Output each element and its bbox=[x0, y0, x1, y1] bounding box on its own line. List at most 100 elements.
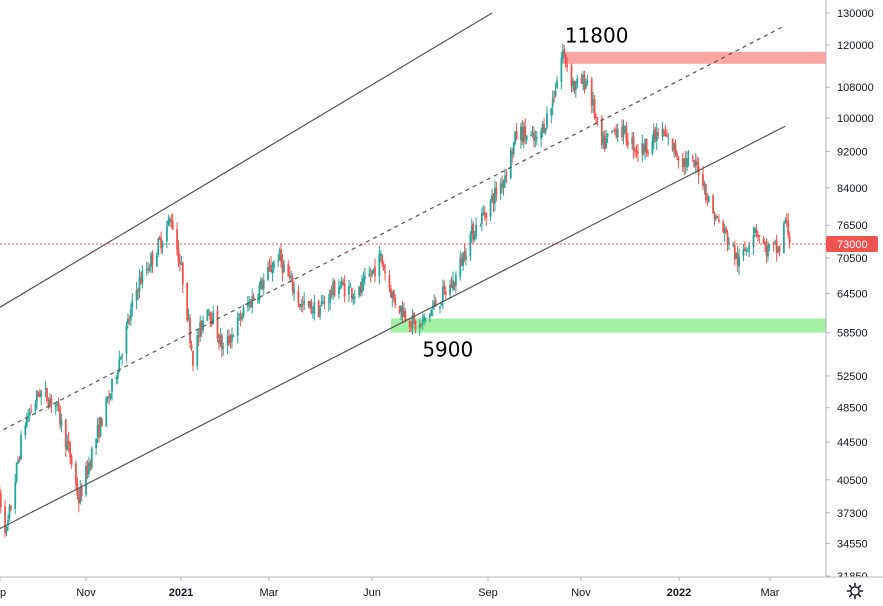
candle bbox=[229, 334, 232, 349]
candle bbox=[512, 142, 515, 158]
candle bbox=[511, 148, 514, 164]
candle bbox=[47, 397, 50, 410]
candle bbox=[733, 240, 736, 266]
candle bbox=[210, 311, 213, 327]
x-tick-label: Mar bbox=[761, 587, 780, 599]
candle bbox=[635, 144, 638, 158]
candle bbox=[166, 220, 168, 249]
candle bbox=[573, 80, 576, 95]
candle bbox=[131, 293, 134, 317]
y-tick-label: 40500 bbox=[837, 475, 868, 487]
candle bbox=[291, 273, 294, 296]
candle bbox=[329, 288, 332, 310]
candle bbox=[631, 131, 634, 150]
candle bbox=[694, 153, 697, 174]
candle bbox=[96, 417, 99, 444]
candle bbox=[492, 192, 495, 213]
candle bbox=[514, 130, 517, 146]
resistance-zone bbox=[562, 51, 826, 64]
candle bbox=[713, 211, 716, 226]
candle bbox=[674, 139, 677, 158]
candle bbox=[249, 298, 252, 308]
high-annotation-label: 11800 bbox=[565, 24, 629, 48]
candle bbox=[683, 158, 686, 175]
candle bbox=[333, 279, 336, 298]
candle bbox=[148, 263, 151, 273]
candle bbox=[361, 274, 363, 297]
candle bbox=[423, 312, 426, 326]
candle bbox=[258, 281, 261, 304]
candle bbox=[414, 319, 417, 334]
candle bbox=[642, 143, 645, 156]
gear-icon[interactable] bbox=[846, 582, 864, 600]
candle bbox=[543, 118, 545, 134]
candle bbox=[101, 417, 103, 427]
time-axis-background[interactable] bbox=[0, 577, 883, 606]
candle bbox=[37, 391, 40, 397]
trend-line-solid[interactable] bbox=[0, 12, 493, 309]
candle bbox=[30, 404, 33, 414]
candle bbox=[465, 247, 467, 266]
candle bbox=[772, 241, 775, 252]
candle bbox=[785, 213, 788, 228]
candle bbox=[384, 264, 387, 281]
candle bbox=[307, 300, 310, 308]
candle bbox=[352, 292, 355, 306]
candle bbox=[746, 247, 749, 253]
candle bbox=[181, 261, 184, 294]
candle bbox=[322, 294, 324, 305]
candle bbox=[621, 119, 623, 141]
candle bbox=[723, 224, 726, 242]
candle bbox=[606, 133, 609, 144]
candle bbox=[339, 281, 342, 290]
candle bbox=[280, 243, 282, 268]
candle bbox=[303, 292, 306, 311]
candle bbox=[50, 394, 53, 414]
candle bbox=[676, 150, 678, 161]
candle bbox=[161, 240, 164, 254]
low-annotation-label: 5900 bbox=[422, 338, 473, 362]
candle bbox=[20, 430, 22, 461]
candle bbox=[582, 71, 584, 91]
candle bbox=[327, 294, 330, 312]
trend-line-solid[interactable] bbox=[0, 125, 786, 530]
candle bbox=[665, 128, 668, 137]
candle bbox=[716, 215, 719, 219]
candle bbox=[745, 246, 748, 256]
candle bbox=[155, 252, 158, 267]
candle bbox=[654, 126, 657, 143]
x-tick-label: Sep bbox=[478, 587, 498, 599]
candle bbox=[561, 43, 564, 64]
candle bbox=[663, 128, 665, 137]
candle bbox=[401, 300, 404, 324]
candle bbox=[267, 260, 269, 282]
candle bbox=[287, 260, 290, 277]
candle bbox=[34, 400, 37, 415]
candle bbox=[268, 258, 271, 272]
candle bbox=[572, 77, 574, 93]
candle bbox=[762, 236, 765, 245]
candle bbox=[283, 259, 285, 274]
candle bbox=[596, 116, 599, 126]
candle bbox=[433, 294, 436, 310]
candle bbox=[534, 130, 537, 148]
candle bbox=[602, 131, 605, 150]
candle bbox=[546, 106, 548, 130]
candle bbox=[343, 275, 346, 303]
candle bbox=[475, 217, 478, 240]
candle bbox=[576, 74, 579, 89]
candle bbox=[489, 198, 492, 222]
candle bbox=[200, 320, 203, 338]
candle bbox=[408, 319, 411, 332]
candle bbox=[179, 253, 181, 272]
price-axis-background[interactable] bbox=[826, 0, 883, 576]
candle bbox=[105, 396, 108, 428]
candle bbox=[450, 276, 453, 288]
candle bbox=[755, 223, 758, 238]
candle bbox=[521, 119, 524, 146]
candle bbox=[725, 226, 727, 234]
candle bbox=[707, 195, 710, 204]
candle bbox=[551, 90, 554, 116]
candle bbox=[703, 180, 706, 195]
